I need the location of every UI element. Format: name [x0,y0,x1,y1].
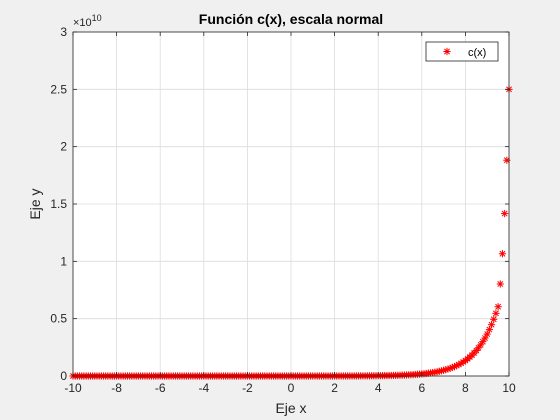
data-point [490,315,498,323]
x-tick-label: -6 [155,381,166,395]
data-point [498,250,507,258]
y-tick-label: 1 [60,254,67,268]
x-tick-label: 10 [502,381,516,395]
y-tick-label: 2.5 [50,82,67,96]
legend[interactable]: c(x) [425,41,499,62]
legend-box [425,41,499,62]
x-tick-label: 4 [375,381,382,395]
y-tick-label: 2 [60,140,67,154]
y-exponent-base: ×10 [73,17,92,29]
data-point [501,209,509,218]
x-tick-label: 2 [331,381,338,395]
x-tick-label: 0 [288,381,295,395]
y-tick-labels: 0 0.5 1 1.5 2 2.5 3 [50,25,67,383]
y-tick-label: 0 [60,369,67,383]
x-tick-label: -10 [64,381,82,395]
x-axis-label: Eje x [275,400,306,416]
data-point [494,303,502,311]
y-tick-label: 0.5 [50,312,67,326]
legend-entry-label: c(x) [468,47,486,59]
x-tick-label: 6 [418,381,425,395]
y-tick-label: 3 [60,25,67,39]
x-tick-label: -8 [111,381,122,395]
data-point [477,341,485,349]
legend-asterisk [443,47,451,56]
chart-title: Función c(x), escala normal [199,11,383,27]
x-tick-label: -2 [242,381,253,395]
x-tick-labels: -10 -8 -6 -4 -2 0 2 4 6 8 10 [64,381,516,395]
y-axis-label: Eje y [27,188,43,219]
data-point [487,321,496,329]
x-tick-label: 8 [462,381,469,395]
y-exponent-power: 10 [92,13,102,23]
data-point [496,280,504,288]
ticks [72,31,510,377]
legend-marker-asterisk [443,47,451,56]
data-point [492,309,500,317]
y-tick-label: 1.5 [50,197,67,211]
y-exponent-multiplier: ×1010 [73,13,102,29]
x-tick-label: -4 [198,381,209,395]
